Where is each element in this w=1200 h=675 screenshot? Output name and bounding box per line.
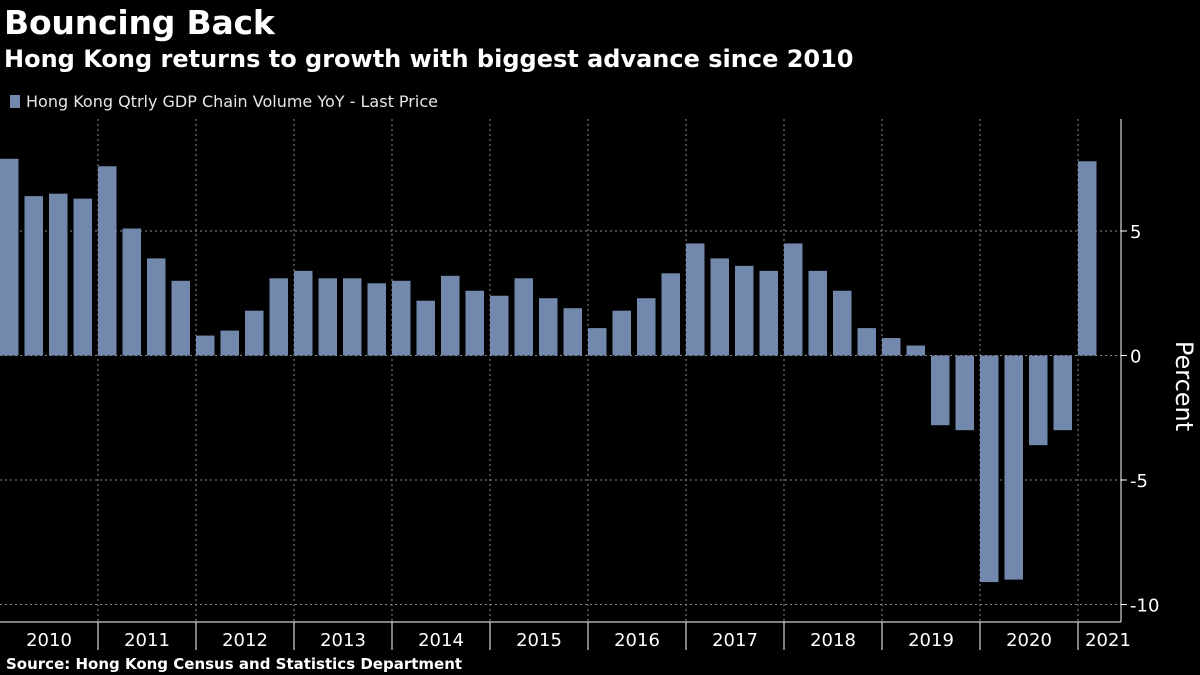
y-tick-label: 0: [1130, 347, 1141, 368]
axis-layer: [0, 119, 1127, 650]
legend-label: Hong Kong Qtrly GDP Chain Volume YoY - L…: [26, 91, 438, 111]
bar: [539, 298, 558, 356]
bar: [122, 228, 141, 356]
bar: [171, 280, 190, 356]
x-year-label: 2013: [320, 630, 366, 651]
bar: [24, 196, 43, 356]
bar: [392, 280, 411, 356]
bar: [955, 355, 974, 431]
bar: [0, 158, 19, 356]
bar: [612, 310, 631, 356]
bar: [588, 328, 607, 356]
legend-swatch: [10, 94, 20, 108]
bar: [1078, 161, 1097, 356]
bar: [686, 243, 705, 356]
legend: Hong Kong Qtrly GDP Chain Volume YoY - L…: [10, 91, 438, 111]
x-year-label: 2010: [26, 630, 72, 651]
bar: [490, 295, 509, 356]
y-tick-label: 5: [1130, 222, 1141, 243]
bar: [98, 166, 117, 356]
bar: [1004, 355, 1023, 580]
bar: [1053, 355, 1072, 431]
bar: [514, 278, 533, 356]
bar: [906, 345, 925, 356]
bar: [196, 335, 215, 356]
x-year-label: 2014: [418, 630, 464, 651]
bar: [637, 298, 656, 356]
bar-layer: [0, 158, 1097, 583]
bar: [294, 270, 313, 356]
chart-title: Bouncing Back: [4, 3, 275, 42]
x-year-label: 2012: [222, 630, 268, 651]
y-tick-label: -10: [1130, 596, 1159, 617]
label-layer: 5 0 -5 -10 2010 2011 2012 2013 2014 2015 2016 2017 2…: [26, 222, 1198, 651]
bar: [710, 258, 729, 356]
bar: [1029, 355, 1048, 446]
x-year-label: 2021: [1085, 630, 1131, 651]
y-axis-title: Percent: [1170, 341, 1198, 431]
bar: [882, 338, 901, 356]
x-year-label: 2011: [124, 630, 170, 651]
grid-layer: [0, 119, 1121, 622]
bar: [245, 310, 264, 356]
bar: [416, 300, 435, 356]
bar: [759, 270, 778, 356]
bar: [661, 273, 680, 356]
bar: [441, 275, 460, 356]
bar: [343, 278, 362, 356]
chart-subtitle: Hong Kong returns to growth with biggest…: [4, 45, 854, 73]
bar: [931, 355, 950, 426]
x-year-label: 2016: [614, 630, 660, 651]
bar: [49, 193, 68, 356]
x-year-label: 2015: [516, 630, 562, 651]
bar: [318, 278, 337, 356]
bar: [147, 258, 166, 356]
x-year-label: 2020: [1006, 630, 1052, 651]
x-year-label: 2019: [908, 630, 954, 651]
source-note: Source: Hong Kong Census and Statistics …: [6, 655, 463, 673]
bar: [980, 355, 999, 583]
bar: [465, 290, 484, 356]
bar: [563, 308, 582, 356]
x-year-label: 2017: [712, 630, 758, 651]
bar: [735, 265, 754, 356]
bar: [220, 330, 239, 356]
bar: [73, 198, 92, 356]
bar: [784, 243, 803, 356]
y-tick-label: -5: [1130, 471, 1148, 492]
bar: [833, 290, 852, 356]
x-year-label: 2018: [810, 630, 856, 651]
bar: [857, 328, 876, 356]
bar: [808, 270, 827, 356]
bar: [269, 278, 288, 356]
bar: [367, 283, 386, 356]
